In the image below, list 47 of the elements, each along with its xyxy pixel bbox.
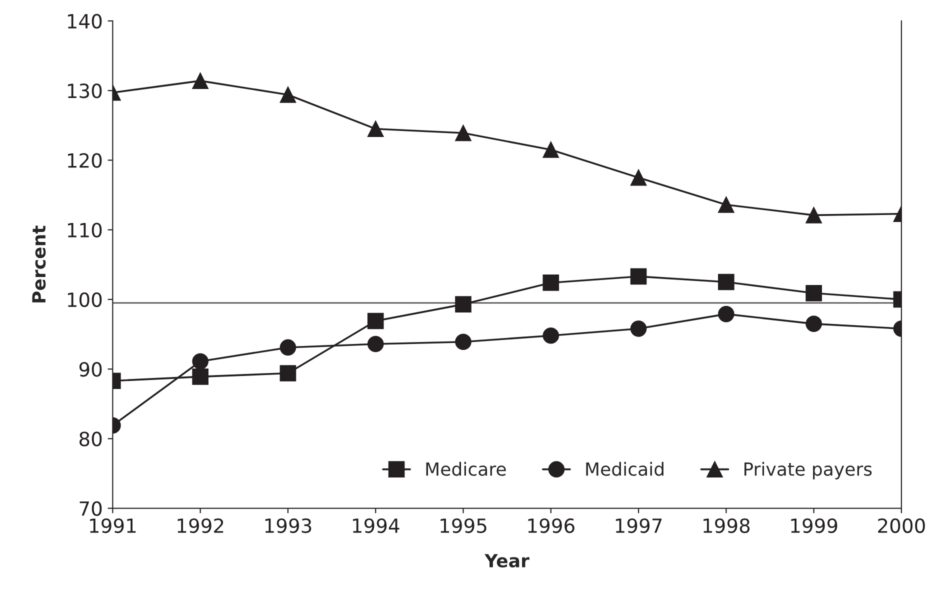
y-tick-label: 120	[68, 153, 102, 168]
point	[192, 72, 208, 89]
point	[806, 207, 822, 224]
point	[367, 120, 384, 138]
point	[718, 306, 734, 322]
x-tick-label: 1998	[704, 518, 750, 534]
x-axis-title: Year	[484, 554, 530, 568]
y-tick-label: 140	[68, 14, 102, 29]
point	[542, 142, 560, 158]
point	[280, 86, 296, 103]
y-tick-label: 100	[68, 292, 102, 308]
point	[806, 316, 822, 332]
legend-label: Private payers	[744, 462, 872, 480]
point	[542, 274, 560, 291]
x-tick-label: 1991	[90, 518, 136, 534]
point	[718, 274, 734, 290]
point	[630, 169, 647, 186]
legend-label: Medicaid	[586, 462, 664, 476]
x-tick-label: 1999	[791, 518, 838, 534]
point	[280, 339, 296, 356]
y-tick-label: 130	[68, 84, 102, 98]
x-tick-label: 1993	[265, 518, 312, 534]
point	[192, 368, 208, 385]
point	[367, 312, 384, 330]
x-tick-label: 1997	[616, 518, 662, 534]
point	[280, 365, 296, 382]
y-tick-label: 110	[68, 222, 102, 238]
point	[630, 268, 647, 285]
y-tick-label: 80	[80, 432, 102, 446]
point	[455, 296, 472, 312]
point	[718, 196, 734, 213]
y-axis-title: Percent	[32, 226, 46, 302]
point	[192, 353, 208, 370]
x-tick-label: 1996	[528, 518, 574, 534]
point	[455, 124, 472, 142]
x-tick-label: 1994	[352, 518, 400, 534]
point	[367, 336, 384, 352]
x-tick-label: 1992	[178, 518, 224, 534]
legend-label: Medicare	[426, 462, 506, 476]
x-tick-label: 2000	[878, 518, 925, 534]
point	[630, 320, 647, 337]
y-tick-label: 70	[80, 501, 102, 516]
point	[542, 327, 560, 344]
y-tick-label: 90	[79, 362, 102, 377]
point	[455, 334, 472, 350]
x-tick-label: 1995	[440, 518, 486, 534]
point	[806, 285, 822, 302]
